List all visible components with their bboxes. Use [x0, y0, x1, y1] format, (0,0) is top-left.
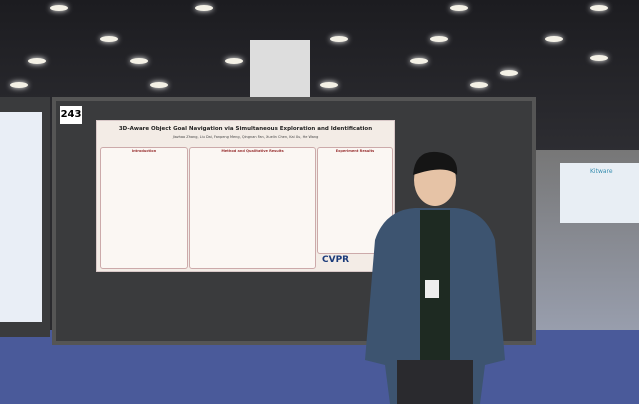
- board-number: 243: [60, 106, 82, 124]
- banner-text: Kitware: [590, 168, 613, 175]
- left-poster: [0, 112, 42, 322]
- ceiling-column: [250, 40, 310, 100]
- poster: 3D-Aware Object Goal Navigation via Simu…: [96, 120, 395, 272]
- poster-authors: Jiazhao Zhang, Liu Dai, Fanpeng Meng, Qi…: [172, 135, 319, 139]
- poster-title: 3D-Aware Object Goal Navigation via Simu…: [118, 126, 373, 132]
- poster-section-method: Method and Qualitative Results: [189, 147, 316, 269]
- cvpr-logo: CVPR: [322, 255, 350, 265]
- person: [365, 151, 505, 404]
- poster-section-introduction: Introduction: [100, 147, 188, 269]
- background-banner: [560, 163, 639, 223]
